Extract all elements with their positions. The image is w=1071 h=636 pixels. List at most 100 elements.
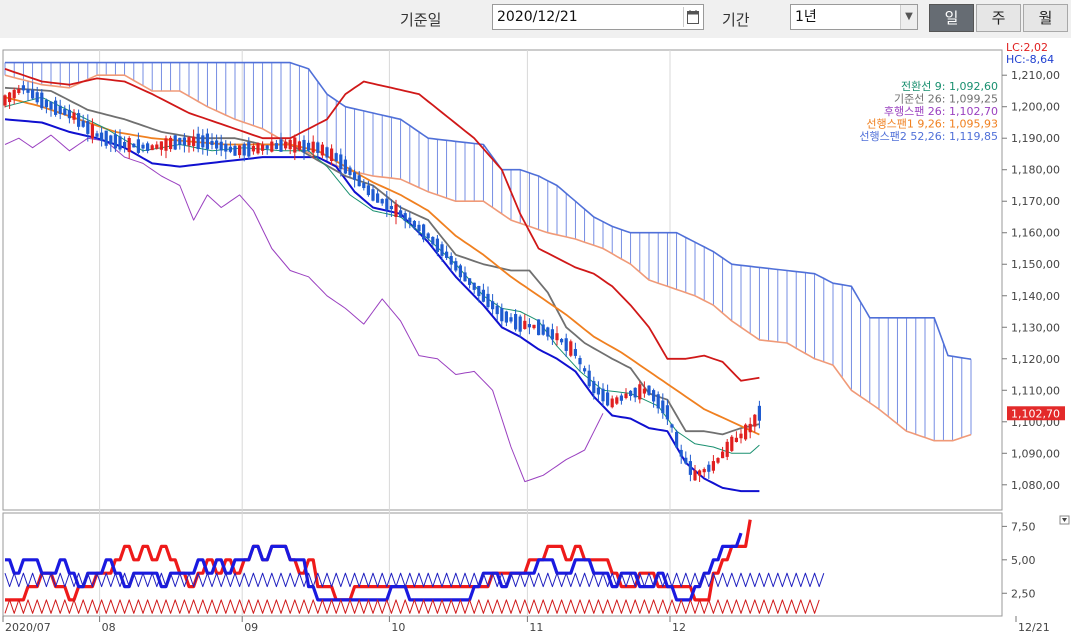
sub-y-tick-label: 2,50: [1011, 587, 1036, 600]
candle-body: [711, 461, 715, 471]
candle-body: [302, 139, 306, 153]
candle-body: [601, 388, 605, 402]
candle-body: [454, 261, 458, 271]
candle-body: [500, 308, 504, 322]
x-tick-label: 12/21: [1018, 621, 1050, 634]
tab-daily[interactable]: 일: [929, 4, 974, 32]
candle-body: [44, 99, 48, 108]
candle-body: [546, 327, 550, 337]
candle-body: [431, 236, 435, 245]
tab-weekly[interactable]: 주: [976, 4, 1021, 32]
candle-body: [707, 464, 711, 472]
candle-body: [550, 329, 554, 340]
candle-body: [619, 395, 623, 401]
candle-body: [159, 141, 163, 150]
period-select[interactable]: 1년 ▼: [790, 4, 918, 30]
period-label: 기간: [722, 11, 750, 29]
main-grid: [2, 49, 1003, 617]
candle-body: [592, 381, 596, 394]
candle-body: [532, 324, 536, 329]
candle-body: [569, 341, 573, 356]
candle-body: [399, 210, 403, 218]
y-tick-label: 1,120,00: [1011, 353, 1060, 366]
candle-body: [486, 293, 490, 308]
candle-body: [472, 282, 476, 290]
corner-label: HC:-8,64: [1006, 53, 1054, 66]
sub-y-tick-label: 7,50: [1011, 520, 1036, 533]
kijun-line: [4, 86, 760, 436]
legend-entry: 선행스팬2 52,26: 1,119,85: [859, 130, 998, 143]
candle-body: [688, 461, 692, 475]
tab-monthly[interactable]: 월: [1023, 4, 1068, 32]
candle-body: [210, 140, 214, 145]
candle-body: [440, 244, 444, 256]
candle-body: [560, 338, 564, 343]
date-input[interactable]: 2020/12/21: [492, 4, 704, 30]
candle-body: [178, 137, 182, 145]
candle-body: [744, 424, 748, 440]
y-tick-label: 1,080,00: [1011, 479, 1060, 492]
candle-body: [514, 314, 518, 330]
candle-body: [169, 137, 173, 150]
candle-body: [748, 423, 752, 433]
candle-body: [40, 92, 44, 109]
candle-body: [665, 405, 669, 420]
candle-body: [251, 146, 255, 152]
candle-body: [173, 135, 177, 150]
candle-body: [412, 220, 416, 228]
candle-body: [449, 256, 453, 265]
candle-body: [481, 289, 485, 302]
candle-body: [629, 390, 633, 397]
period-value: 1년: [795, 9, 817, 25]
legend-entry: 기준선 26: 1,099,25: [894, 93, 998, 106]
candle-body: [638, 384, 642, 400]
candle-body: [307, 142, 311, 151]
candle-body: [196, 133, 200, 150]
y-tick-label: 1,200,00: [1011, 101, 1060, 114]
candlesticks: [3, 80, 761, 482]
main-panel-frame: [2, 49, 1003, 511]
candle-body: [113, 134, 117, 149]
candle-body: [12, 89, 16, 99]
candle-body: [77, 113, 81, 127]
candle-body: [339, 154, 343, 170]
candle-body: [164, 138, 168, 151]
candle-body: [155, 144, 159, 149]
candle-body: [316, 142, 320, 153]
candle-body: [463, 272, 467, 282]
candle-body: [661, 400, 665, 414]
candle-body: [445, 251, 449, 258]
candle-body: [721, 451, 725, 459]
candle-body: [205, 133, 209, 150]
legend-entry: 선행스팬1 9,26: 1,095,93: [866, 118, 998, 131]
candle-body: [72, 112, 76, 120]
chart-background: [0, 38, 1071, 636]
candle-body: [141, 144, 145, 149]
cloud-bottom-line: [4, 74, 972, 442]
sub-series-line: [4, 599, 820, 614]
candle-body: [675, 431, 679, 448]
candle-body: [633, 387, 637, 398]
calendar-icon[interactable]: [683, 7, 702, 27]
x-tick-label: 12: [672, 621, 686, 634]
candle-body: [366, 185, 370, 196]
candle-body: [320, 144, 324, 156]
sub-y-tick-label: 5,00: [1011, 554, 1036, 567]
candle-body: [389, 205, 393, 210]
x-tick-label: 08: [102, 621, 116, 634]
candle-body: [182, 137, 186, 146]
candle-body: [408, 217, 412, 223]
chart-area[interactable]: 1,080,001,090,001,100,001,110,001,120,00…: [0, 38, 1071, 636]
candle-body: [422, 224, 426, 240]
candle-body: [150, 145, 154, 151]
candle-body: [219, 141, 223, 151]
candle-body: [54, 100, 58, 115]
candle-body: [261, 144, 265, 151]
candle-body: [624, 393, 628, 399]
candle-body: [353, 172, 357, 180]
candle-body: [684, 457, 688, 464]
x-tick-label: 09: [244, 621, 258, 634]
chevron-down-icon[interactable]: ▼: [900, 5, 917, 29]
candle-body: [242, 144, 246, 156]
